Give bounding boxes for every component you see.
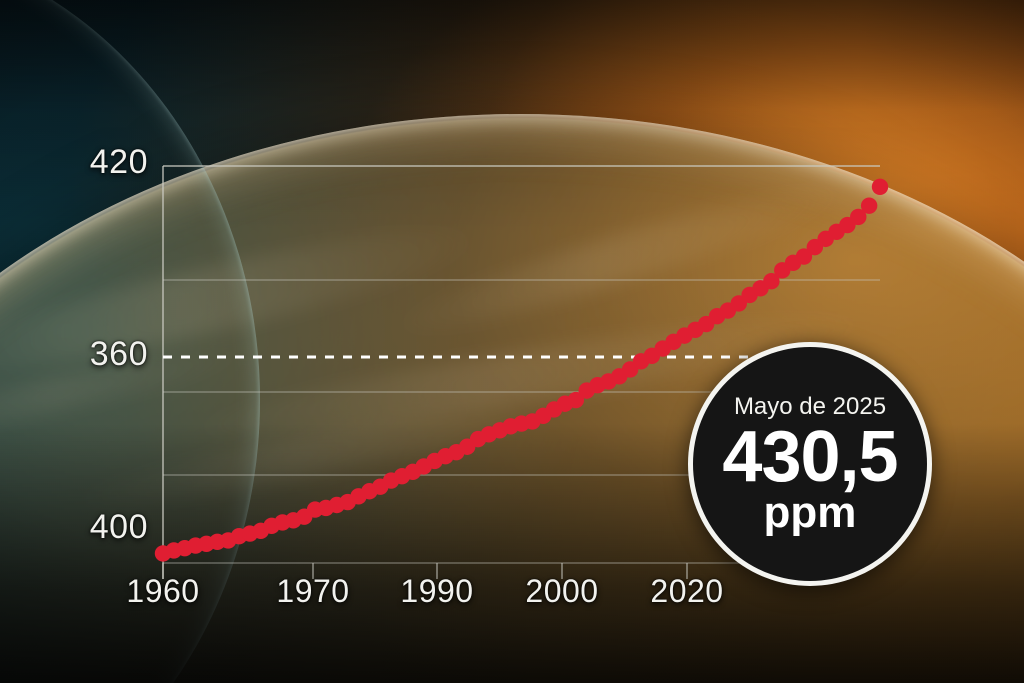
data-point-series — [154, 178, 889, 562]
callout-bubble: Mayo de 2025 430,5 ppm — [688, 342, 932, 586]
data-point — [850, 208, 867, 226]
callout-value: 430,5 — [722, 417, 898, 498]
data-point — [763, 273, 780, 290]
x-axis-label: 2000 — [525, 573, 599, 609]
x-axis-label: 2020 — [650, 573, 724, 609]
callout-unit: ppm — [763, 487, 857, 537]
x-axis-label: 1970 — [276, 573, 350, 609]
data-point — [871, 178, 889, 196]
x-axis-label: 1960 — [126, 573, 200, 609]
data-point — [860, 197, 878, 214]
y-axis-label: 400 — [89, 508, 148, 546]
callout-date: Mayo de 2025 — [733, 393, 887, 421]
x-axis-ticks — [162, 563, 688, 579]
y-axis-label: 420 — [89, 143, 148, 181]
data-point — [795, 248, 813, 265]
y-axis-label: 360 — [89, 335, 148, 373]
data-point — [567, 391, 585, 409]
x-axis-label: 1990 — [400, 573, 474, 609]
